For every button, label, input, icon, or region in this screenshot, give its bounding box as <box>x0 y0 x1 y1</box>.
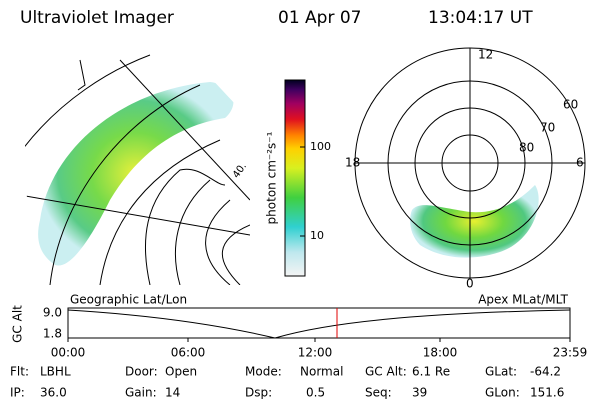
instrument: Ultraviolet Imager <box>20 8 174 28</box>
timeline-xtick-label: 18:00 <box>423 346 458 360</box>
timeline-xtick-label: 06:00 <box>171 346 206 360</box>
info-label: GLon: <box>485 386 520 400</box>
colorbar-label: photon cm⁻²s⁻¹ <box>265 131 279 224</box>
timeline-ytick: 1.8 <box>43 327 62 341</box>
timeline-axis-label: GC Alt <box>11 305 25 343</box>
time: 13:04:17 UT <box>428 8 533 28</box>
geo-map <box>22 54 250 285</box>
mlat-label: 80 <box>519 141 534 155</box>
geo-label: 40. <box>231 161 249 180</box>
mlat-label: 60 <box>563 98 578 112</box>
info-label: GC Alt: <box>365 365 407 379</box>
colorbar <box>284 79 306 277</box>
timeline-xtick-label: 00:00 <box>51 346 86 360</box>
info-value: -64.2 <box>530 365 561 379</box>
info-value: Normal <box>300 365 343 379</box>
timeline-frame <box>67 307 571 339</box>
info-label: IP: <box>10 386 25 400</box>
timeline-left-title: Geographic Lat/Lon <box>70 293 187 307</box>
mlt-label: 18 <box>345 156 360 170</box>
info-value: 14 <box>165 386 180 400</box>
info-value: Open <box>165 365 197 379</box>
info-label: GLat: <box>485 365 517 379</box>
info-label: Gain: <box>125 386 157 400</box>
mlt-label: 0 <box>466 277 474 291</box>
polar-plot <box>354 47 586 279</box>
info-value: 39 <box>412 386 427 400</box>
date: 01 Apr 07 <box>278 8 361 28</box>
mlt-label: 12 <box>478 48 493 62</box>
info-label: Door: <box>125 365 158 379</box>
altitude-curve <box>67 309 571 339</box>
mlt-label: 6 <box>576 156 584 170</box>
timeline-xtick-label: 12:00 <box>298 346 333 360</box>
info-label: Mode: <box>245 365 282 379</box>
timeline-right-title: Apex MLat/MLT <box>478 293 568 307</box>
info-label: Dsp: <box>245 386 272 400</box>
info-value: 151.6 <box>530 386 564 400</box>
info-label: Seq: <box>365 386 392 400</box>
timeline-ytick: 9.0 <box>43 306 62 320</box>
info-label: Flt: <box>10 365 29 379</box>
timeline-xtick-label: 23:59 <box>553 346 588 360</box>
colorbar-tick-label: 10 <box>310 229 324 242</box>
info-value: 6.1 Re <box>412 365 450 379</box>
info-value: 0.5 <box>306 386 325 400</box>
colorbar-tick-label: 100 <box>310 140 331 153</box>
mlat-label: 70 <box>540 121 555 135</box>
info-value: LBHL <box>40 365 71 379</box>
info-value: 36.0 <box>40 386 67 400</box>
